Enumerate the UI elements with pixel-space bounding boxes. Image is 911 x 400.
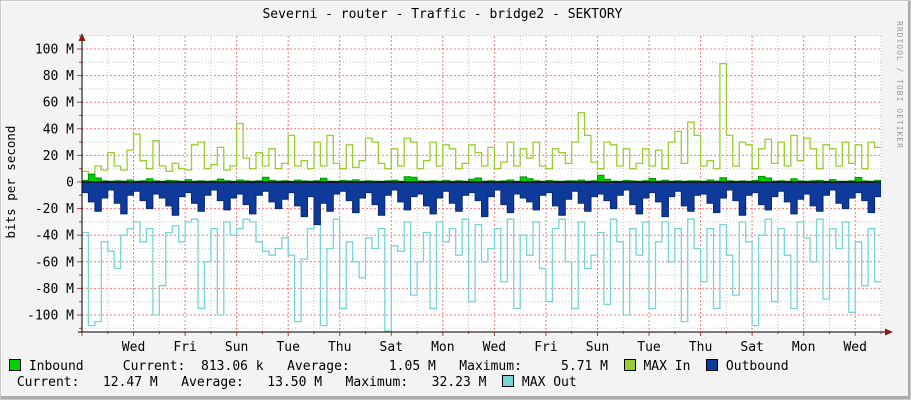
series-max-out-line <box>82 218 881 332</box>
y-tick-label: 0 <box>66 176 74 191</box>
series-inbound-area <box>82 173 881 183</box>
x-tick-label: Sun <box>225 340 248 355</box>
y-tick-label: 80 M <box>43 69 74 84</box>
x-tick-label: Wed <box>122 340 145 355</box>
y-tick-label: 20 M <box>43 149 74 164</box>
x-tick-label: Thu <box>328 340 351 355</box>
legend-swatch-outbound <box>706 359 719 371</box>
legend-row: Inbound Current: 813.06 k Average: 1.05 … <box>9 359 902 375</box>
x-tick-label: Mon <box>792 340 815 355</box>
x-tick-label: Wed <box>483 340 506 355</box>
x-axis-arrow-icon <box>885 328 893 336</box>
y-axis-label: bits per second <box>3 126 18 239</box>
x-tick-label: Sat <box>740 340 763 355</box>
x-tick-label: Tue <box>637 340 661 355</box>
y-axis-arrow-icon <box>78 33 86 41</box>
rrdtool-watermark: RRDTOOL / TOBI OETIKER <box>895 21 904 149</box>
legend-row: Current: 12.47 M Average: 13.50 M Maximu… <box>9 375 577 390</box>
y-tick-label: -80 M <box>35 282 74 297</box>
x-tick-label: Fri <box>173 340 196 355</box>
x-tick-label: Tue <box>276 340 300 355</box>
y-tick-label: 40 M <box>43 122 74 137</box>
y-tick-label: 60 M <box>43 96 74 111</box>
y-tick-label: -100 M <box>27 309 74 324</box>
series-outbound-area <box>82 181 881 226</box>
legend: Inbound Current: 813.06 k Average: 1.05 … <box>9 359 902 391</box>
x-tick-label: Sun <box>586 340 609 355</box>
y-tick-label: -20 M <box>35 202 74 217</box>
x-tick-label: Mon <box>431 340 454 355</box>
legend-swatch-max-in <box>623 359 636 371</box>
graph-title: Severni - router - Traffic - bridge2 - S… <box>262 7 623 22</box>
y-tick-label: -40 M <box>35 229 74 244</box>
y-tick-label: 100 M <box>35 43 74 58</box>
x-tick-label: Sat <box>380 340 403 355</box>
x-tick-label: Wed <box>843 340 866 355</box>
x-tick-label: Fri <box>534 340 557 355</box>
legend-swatch-max-out <box>502 375 515 387</box>
legend-swatch-inbound <box>9 359 21 371</box>
x-tick-label: Thu <box>689 340 712 355</box>
series-max-in-line <box>82 62 881 175</box>
y-tick-label: -60 M <box>35 255 74 270</box>
